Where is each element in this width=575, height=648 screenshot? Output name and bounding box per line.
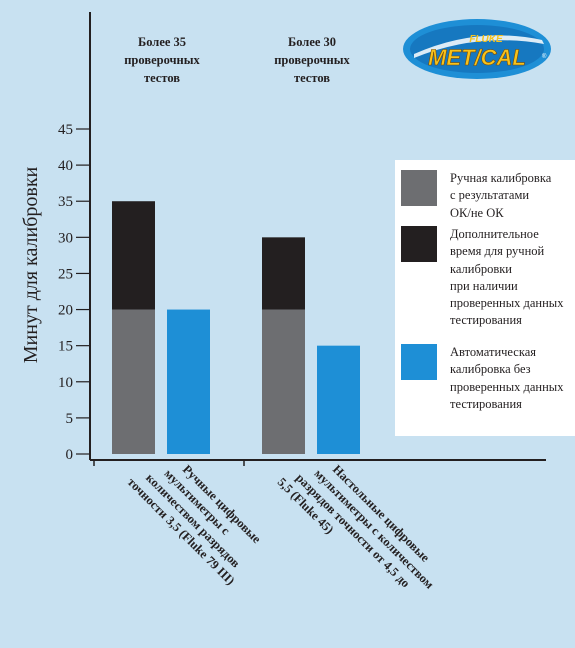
y-tick-label: 0 [66, 447, 74, 463]
bar-segment [317, 345, 360, 454]
y-tick-label: 10 [58, 375, 73, 391]
legend-label-line: при наличии [450, 278, 518, 293]
x-category-label-line: количеством разрядов [143, 471, 243, 571]
y-tick-label: 5 [66, 411, 74, 427]
legend-label-line: Дополнительное [450, 227, 539, 241]
x-category-label: Ручные цифровыемультиметры сколичеством … [125, 441, 272, 588]
legend-label-line: Автоматическая [450, 345, 537, 359]
x-category-labels: Ручные цифровыемультиметры сколичеством … [125, 441, 448, 614]
legend-label-line: проверенных данных [450, 379, 564, 394]
legend-label: Ручная калибровка с результатами ОК/не О… [450, 170, 575, 222]
y-tick-label: 20 [58, 303, 73, 319]
group-note-1-line: Более 35 [137, 35, 187, 49]
y-axis-label: Минут для калибровки [20, 166, 42, 363]
bar-segment [262, 309, 305, 454]
legend: Ручная калибровка с результатами ОК/не О… [395, 160, 575, 436]
group-note-1: Более 35 проверочных тестов [92, 33, 232, 87]
legend-swatch [401, 344, 437, 380]
y-tick-label: 15 [58, 339, 73, 355]
bar-segment [262, 237, 305, 310]
y-tick-label: 25 [58, 266, 73, 282]
legend-label-line: тестирования [450, 396, 522, 411]
group-note-2-line: тестов [293, 71, 331, 85]
y-tick-label: 45 [58, 122, 73, 138]
legend-label-line: Ручная калибровка [450, 171, 552, 185]
legend-swatch [401, 226, 437, 262]
bars [112, 201, 360, 454]
legend-label: Дополнительное время для ручной калибров… [450, 226, 575, 330]
group-note-2-line: Более 30 [287, 35, 337, 49]
legend-swatch [401, 170, 437, 206]
legend-label-line: с результатами [450, 188, 530, 203]
legend-label-line: калибровки [450, 261, 512, 276]
bar-segment [167, 309, 210, 454]
bar-segment [112, 309, 155, 454]
legend-label-line: проверенных данных [450, 296, 564, 311]
group-note-2: Более 30 проверочных тестов [242, 33, 382, 87]
group-note-1-line: проверочных [124, 53, 200, 67]
legend-label-line: калибровка без [450, 362, 531, 377]
group-note-2-line: проверочных [274, 53, 350, 67]
fluke-metcal-logo: FLUKE MET/CAL ® [403, 19, 551, 79]
axes: 0 5 10 15 20 25 30 35 40 45 [58, 12, 546, 466]
y-tick-label: 30 [58, 230, 73, 246]
group-note-1-line: тестов [143, 71, 181, 85]
y-tick-label: 40 [58, 158, 73, 174]
x-category-label: Настольные цифровыемультиметры с количес… [275, 441, 448, 614]
y-tick-label: 35 [58, 194, 73, 210]
bar-segment [112, 201, 155, 310]
logo-main-text: MET/CAL [428, 45, 526, 70]
logo-top-text: FLUKE [469, 34, 503, 45]
logo-swoosh [414, 35, 544, 58]
legend-label-line: время для ручной [450, 244, 545, 259]
logo-registered-mark: ® [542, 53, 547, 60]
legend-label: Автоматическая калибровка без проверенны… [450, 344, 575, 413]
legend-label-line: ОК/не ОК [450, 205, 504, 220]
legend-label-line: тестирования [450, 313, 522, 328]
